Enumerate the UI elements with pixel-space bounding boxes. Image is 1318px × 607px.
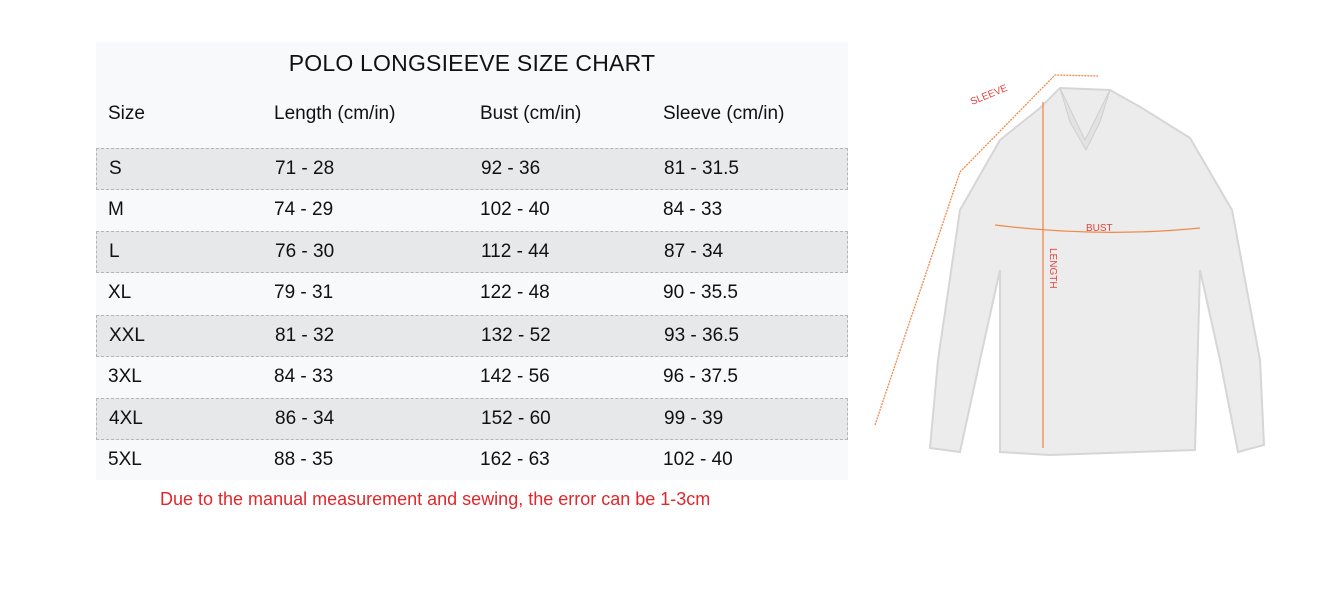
table-cell: S xyxy=(109,158,122,179)
table-cell: 79 - 31 xyxy=(274,282,334,304)
table-cell: 132 - 52 xyxy=(481,324,551,346)
table-row: 4XL 86 - 34 152 - 60 99 - 39 xyxy=(96,398,848,441)
table-row: 3XL 84 - 33 142 - 56 96 - 37.5 xyxy=(96,357,846,397)
table-row: M 74 - 29 102 - 40 84 - 33 xyxy=(96,190,846,230)
measurement-note: Due to the manual measurement and sewing… xyxy=(160,489,711,509)
table-cell: 84 - 33 xyxy=(274,365,334,387)
table-cell: 122 - 48 xyxy=(480,282,550,304)
column-header: Sleeve (cm/in) xyxy=(663,103,785,124)
table-cell: M xyxy=(108,198,124,220)
table-cell: 71 - 28 xyxy=(275,158,335,179)
table-cell: 5XL xyxy=(108,448,142,470)
size-chart-table: POLO LONGSIEEVE SIZE CHART Size Length (… xyxy=(96,42,848,480)
sleeve-label: SLEEVE xyxy=(969,83,1010,108)
table-cell: 81 - 31.5 xyxy=(664,158,739,179)
table-cell: 76 - 30 xyxy=(275,241,335,263)
table-cell: 142 - 56 xyxy=(480,365,550,387)
table-cell: 74 - 29 xyxy=(274,198,334,220)
table-cell: 84 - 33 xyxy=(663,198,723,220)
column-header: Bust (cm/in) xyxy=(480,103,582,124)
sleeve-measure-line xyxy=(874,74,1099,426)
table-cell: 86 - 34 xyxy=(275,408,335,430)
table-cell: 112 - 44 xyxy=(481,241,550,263)
table-cell: 4XL xyxy=(109,408,143,430)
table-cell: 102 - 40 xyxy=(480,198,550,220)
table-row: S 71 - 28 92 - 36 81 - 31.5 xyxy=(96,148,848,190)
shirt-body-image xyxy=(928,86,1266,457)
table-cell: 81 - 32 xyxy=(275,324,335,346)
table-cell: 152 - 60 xyxy=(481,408,551,430)
table-cell: 93 - 36.5 xyxy=(664,324,739,346)
table-cell: 88 - 35 xyxy=(274,448,334,470)
chart-title: POLO LONGSIEEVE SIZE CHART xyxy=(288,50,656,76)
table-header: Size Length (cm/in) Bust (cm/in) Sleeve … xyxy=(96,100,848,128)
table-cell: L xyxy=(109,241,120,263)
table-cell: 102 - 40 xyxy=(663,448,733,470)
table-cell: XXL xyxy=(109,324,145,346)
table-row: L 76 - 30 112 - 44 87 - 34 xyxy=(96,231,848,274)
table-cell: 90 - 35.5 xyxy=(663,282,738,304)
table-cell: 99 - 39 xyxy=(664,408,724,430)
table-cell: 87 - 34 xyxy=(664,241,724,263)
table-row: 5XL 88 - 35 162 - 63 102 - 40 xyxy=(96,440,846,480)
bust-label: BUST xyxy=(1086,223,1113,234)
collar xyxy=(1059,87,1111,152)
table-cell: 92 - 36 xyxy=(481,158,541,179)
table-cell: 3XL xyxy=(108,365,142,387)
shirt-diagram: SLEEVE BUST LENGTH xyxy=(874,74,1266,457)
table-cell: 96 - 37.5 xyxy=(663,365,738,387)
length-label: LENGTH xyxy=(1047,248,1058,289)
table-cell: XL xyxy=(108,282,132,304)
table-row: XL 79 - 31 122 - 48 90 - 35.5 xyxy=(96,273,846,313)
column-header: Length (cm/in) xyxy=(274,103,396,124)
column-header: Size xyxy=(108,103,145,124)
table-cell: 162 - 63 xyxy=(480,448,550,470)
bust-measure-line xyxy=(994,224,1201,233)
table-row: XXL 81 - 32 132 - 52 93 - 36.5 xyxy=(96,314,848,357)
